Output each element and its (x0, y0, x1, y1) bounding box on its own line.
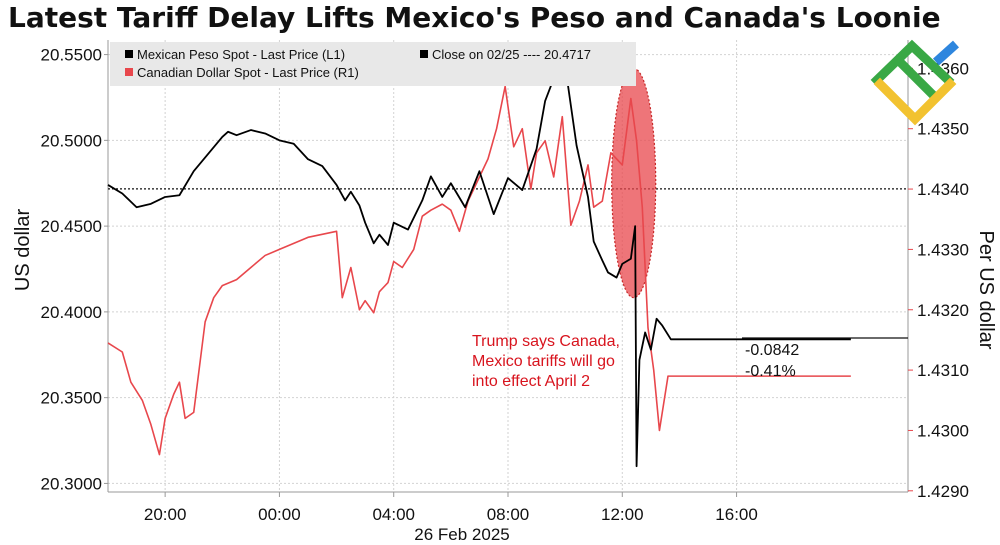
y-left-tick-label: 20.3000 (41, 474, 102, 493)
legend-cad-swatch (125, 68, 133, 76)
y-right-tick-label: 1.4350 (917, 120, 969, 139)
x-tick-label: 08:00 (487, 505, 530, 524)
legend-cad-label: Canadian Dollar Spot - Last Price (R1) (137, 65, 359, 80)
y-left-tick-label: 20.3500 (41, 389, 102, 408)
x-tick-label: 20:00 (144, 505, 187, 524)
change-pct-label: -0.41% (745, 363, 796, 380)
y-right-axis-title: Per US dollar (975, 231, 997, 350)
y-left-tick-label: 20.5000 (41, 131, 102, 150)
legend-close-swatch (420, 50, 428, 58)
x-tick-label: 04:00 (372, 505, 415, 524)
event-annotation-line3: into effect April 2 (472, 373, 590, 390)
y-left-tick-label: 20.4500 (41, 217, 102, 236)
cad-series-line (107, 85, 851, 456)
brand-logo-icon (870, 39, 960, 126)
legend-peso-label: Mexican Peso Spot - Last Price (L1) (137, 47, 345, 62)
y-right-ticks: 1.4290 1.4300 1.4310 1.4320 1.4330 1.4340 1.43… (908, 59, 969, 501)
y-right-tick-label: 1.4330 (917, 240, 969, 259)
x-tick-label: 12:00 (601, 505, 644, 524)
y-left-tick-label: 20.4000 (41, 303, 102, 322)
peso-series-line (107, 69, 851, 468)
y-left-axis-title: US dollar (12, 209, 34, 292)
legend-peso-swatch (125, 50, 133, 58)
change-abs-label: -0.0842 (745, 342, 799, 359)
y-right-tick-label: 1.4290 (917, 482, 969, 501)
y-right-tick-label: 1.4300 (917, 421, 969, 440)
legend-background (110, 42, 636, 86)
legend-close-label: Close on 02/25 ---- 20.4717 (432, 47, 591, 62)
x-date-label: 26 Feb 2025 (414, 525, 509, 544)
y-left-tick-label: 20.5500 (41, 46, 102, 65)
highlight-ellipse (611, 67, 657, 299)
chart-title: Latest Tariff Delay Lifts Mexico's Peso … (8, 1, 941, 34)
y-right-tick-label: 1.4310 (917, 361, 969, 380)
event-annotation-line1: Trump says Canada, (472, 333, 620, 350)
y-right-tick-label: 1.4320 (917, 301, 969, 320)
event-annotation-line2: Mexico tariffs will go (472, 353, 615, 370)
y-left-ticks: 20.3000 20.3500 20.4000 20.4500 20.5000 20.55… (41, 46, 108, 493)
x-ticks: 20:00 00:00 04:00 08:00 12:00 16:00 (144, 492, 758, 524)
x-tick-label: 00:00 (258, 505, 301, 524)
y-right-tick-label: 1.4340 (917, 180, 969, 199)
legend: Mexican Peso Spot - Last Price (L1) Clos… (110, 42, 636, 86)
x-tick-label: 16:00 (715, 505, 758, 524)
